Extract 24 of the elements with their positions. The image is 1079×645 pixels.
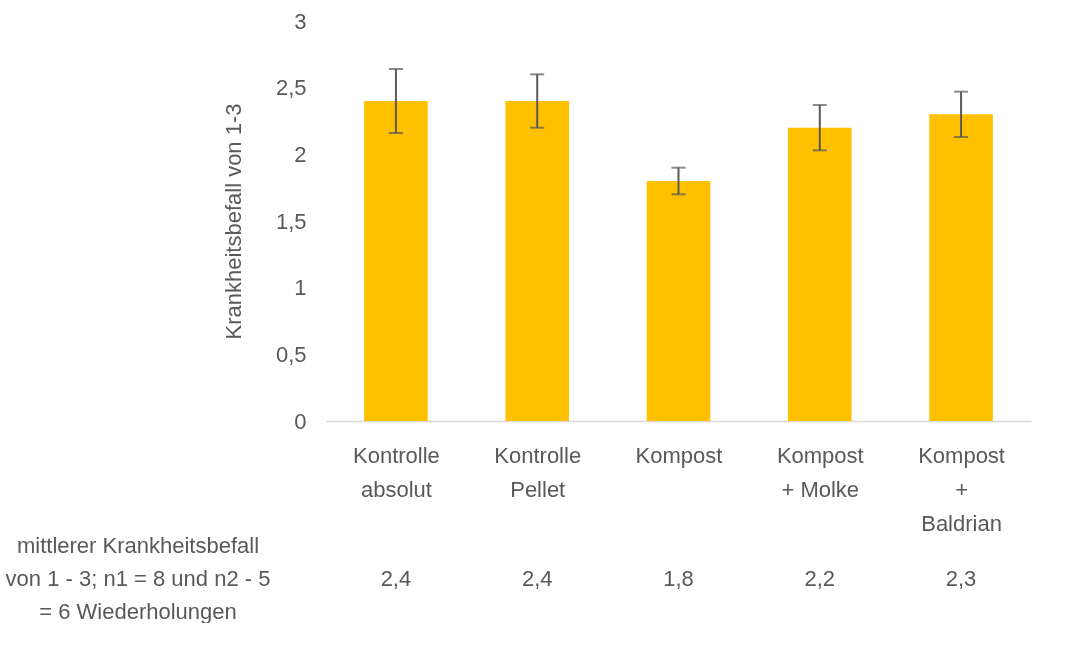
y-tick-label: 2,5	[275, 75, 307, 101]
data-label: 2,2	[804, 566, 836, 591]
x-tick-label: Kontrolle Pellet	[494, 442, 582, 502]
text: mittlerer Krankheitsbefall von 1 - 3; n1 = 8 und n2 - 5 = 6 Wiederholungen	[5, 533, 271, 624]
y-tick-label: 1	[294, 275, 307, 301]
bar	[364, 101, 428, 421]
x-tick-label: Kontrolle absolut	[353, 442, 440, 502]
data-label: 2,4	[380, 566, 412, 591]
x-tick-label: Kompost + Molke	[776, 442, 864, 502]
y-axis-title: Krankheitsbefall von 1-3	[220, 103, 246, 340]
data-label: 2,4	[521, 566, 553, 591]
data-label: 2,3	[945, 566, 977, 591]
bar	[929, 114, 993, 421]
bar	[505, 101, 570, 421]
y-tick-label: 1,5	[275, 208, 307, 234]
x-tick-label: Kompost	[635, 442, 723, 468]
bar	[787, 127, 852, 421]
y-tick-label: 3	[294, 8, 307, 34]
bar	[646, 181, 711, 421]
y-tick-label: 0	[294, 408, 307, 434]
data-label: 1,8	[663, 566, 694, 591]
y-tick-label: 0,5	[275, 341, 307, 367]
y-tick-label: 2	[294, 141, 307, 167]
x-tick-label: Kompost + Baldrian	[918, 442, 1005, 536]
